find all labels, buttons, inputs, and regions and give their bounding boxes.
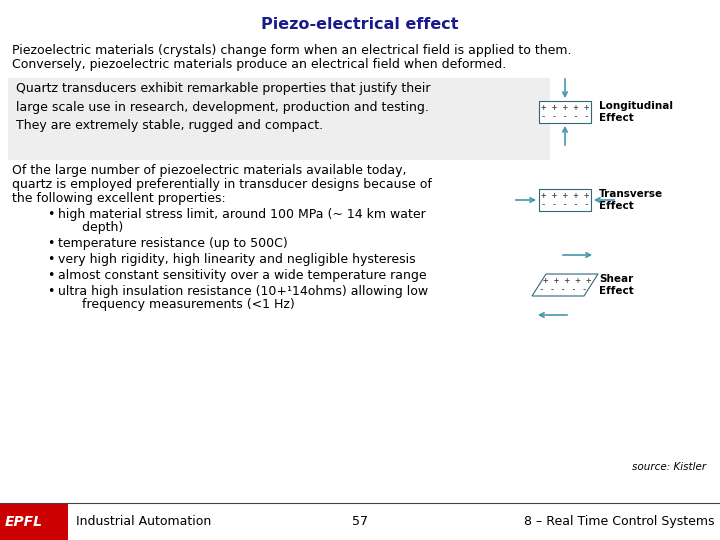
Text: very high rigidity, high linearity and negligible hysteresis: very high rigidity, high linearity and n… (58, 253, 415, 266)
Bar (539, 189, 591, 211)
Text: •: • (47, 285, 55, 298)
Text: EPFL: EPFL (5, 515, 43, 529)
Text: •: • (47, 208, 55, 221)
Text: 8 – Real Time Control Systems: 8 – Real Time Control Systems (523, 515, 714, 528)
Text: source: Kistler: source: Kistler (632, 462, 706, 472)
Text: Piezo-electrical effect: Piezo-electrical effect (261, 17, 459, 32)
Text: •: • (47, 237, 55, 250)
Text: •: • (47, 253, 55, 266)
Text: Longitudinal
Effect: Longitudinal Effect (599, 101, 673, 123)
Text: ultra high insulation resistance (10+¹14ohms) allowing low: ultra high insulation resistance (10+¹14… (58, 285, 428, 298)
Text: Transverse
Effect: Transverse Effect (599, 189, 663, 211)
Text: quartz is employed preferentially in transducer designs because of: quartz is employed preferentially in tra… (12, 178, 432, 191)
Polygon shape (532, 274, 598, 296)
Text: frequency measurements (<1 Hz): frequency measurements (<1 Hz) (58, 298, 294, 311)
Text: Industrial Automation: Industrial Automation (76, 515, 211, 528)
Text: + + + + +: + + + + + (543, 276, 591, 285)
Text: Conversely, piezoelectric materials produce an electrical field when deformed.: Conversely, piezoelectric materials prod… (12, 58, 506, 71)
Text: depth): depth) (58, 221, 123, 234)
Text: temperature resistance (up to 500C): temperature resistance (up to 500C) (58, 237, 288, 250)
Text: Quartz transducers exhibit remarkable properties that justify their
large scale : Quartz transducers exhibit remarkable pr… (16, 82, 431, 132)
Text: - - - - -: - - - - - (541, 112, 589, 121)
Text: almost constant sensitivity over a wide temperature range: almost constant sensitivity over a wide … (58, 269, 427, 282)
Text: 57: 57 (352, 515, 368, 528)
Text: •: • (47, 269, 55, 282)
Text: Shear
Effect: Shear Effect (599, 274, 634, 296)
Bar (539, 101, 591, 123)
Text: Piezoelectric materials (crystals) change form when an electrical field is appli: Piezoelectric materials (crystals) chang… (12, 44, 572, 57)
Text: + + + + +: + + + + + (541, 103, 589, 112)
Text: the following excellent properties:: the following excellent properties: (12, 192, 226, 205)
Text: - - - - -: - - - - - (539, 285, 587, 294)
Bar (8, 78, 550, 160)
Text: Of the large number of piezoelectric materials available today,: Of the large number of piezoelectric mat… (12, 164, 407, 177)
Text: + + + + +: + + + + + (541, 191, 589, 200)
Text: - - - - -: - - - - - (541, 200, 589, 209)
Text: high material stress limit, around 100 MPa (~ 14 km water: high material stress limit, around 100 M… (58, 208, 426, 221)
Bar (0, 503, 68, 540)
